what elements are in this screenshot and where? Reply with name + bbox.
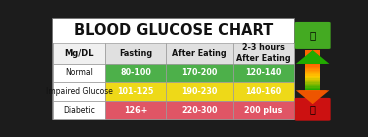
FancyBboxPatch shape [53, 19, 294, 43]
FancyBboxPatch shape [105, 43, 166, 64]
FancyBboxPatch shape [105, 101, 166, 119]
Text: 140-160: 140-160 [245, 87, 282, 96]
Bar [305, 84, 320, 91]
Bar [305, 65, 320, 67]
Bar [305, 73, 320, 74]
Bar [305, 89, 320, 90]
FancyBboxPatch shape [166, 64, 233, 82]
FancyBboxPatch shape [105, 82, 166, 101]
FancyBboxPatch shape [53, 43, 105, 64]
Bar [305, 66, 320, 68]
Text: 80-100: 80-100 [120, 68, 151, 77]
Text: Mg/DL: Mg/DL [64, 49, 94, 58]
Text: Normal: Normal [65, 68, 93, 77]
Bar [305, 85, 320, 86]
Text: 120-140: 120-140 [245, 68, 282, 77]
Text: 200 plus: 200 plus [244, 105, 283, 115]
Bar [305, 72, 320, 73]
Text: 👍: 👍 [309, 30, 316, 40]
Bar [305, 81, 320, 82]
FancyBboxPatch shape [166, 101, 233, 119]
Bar [305, 74, 320, 76]
FancyBboxPatch shape [233, 82, 294, 101]
FancyBboxPatch shape [166, 43, 233, 64]
Bar [305, 57, 320, 64]
FancyBboxPatch shape [53, 64, 105, 82]
Text: After Eating: After Eating [172, 49, 227, 58]
Polygon shape [298, 50, 327, 64]
Text: BLOOD GLUCOSE CHART: BLOOD GLUCOSE CHART [74, 23, 273, 38]
FancyBboxPatch shape [295, 22, 330, 49]
Bar [305, 70, 320, 72]
FancyBboxPatch shape [105, 64, 166, 82]
Text: 220-300: 220-300 [181, 105, 218, 115]
Text: 101-125: 101-125 [117, 87, 154, 96]
FancyBboxPatch shape [233, 43, 294, 64]
Bar [305, 68, 320, 69]
Bar [305, 77, 320, 78]
Bar [305, 69, 320, 71]
Bar [305, 70, 320, 77]
FancyBboxPatch shape [53, 82, 105, 101]
Bar [305, 97, 320, 104]
Bar [305, 79, 320, 81]
Bar [305, 83, 320, 85]
FancyBboxPatch shape [295, 98, 330, 121]
Polygon shape [298, 90, 327, 104]
Text: 2-3 hours
After Eating: 2-3 hours After Eating [236, 43, 291, 63]
FancyBboxPatch shape [233, 101, 294, 119]
Bar [305, 50, 320, 57]
Text: Diabetic: Diabetic [63, 105, 95, 115]
Bar [305, 86, 320, 88]
Bar [305, 87, 320, 89]
Bar [305, 64, 320, 65]
Text: 190-230: 190-230 [181, 87, 218, 96]
Text: 170-200: 170-200 [181, 68, 218, 77]
Bar [305, 78, 320, 80]
Bar [305, 63, 320, 70]
FancyBboxPatch shape [53, 19, 294, 119]
Bar [305, 75, 320, 77]
Text: Fasting: Fasting [119, 49, 152, 58]
FancyBboxPatch shape [233, 64, 294, 82]
Text: 126+: 126+ [124, 105, 147, 115]
Bar [305, 90, 320, 97]
FancyBboxPatch shape [53, 101, 105, 119]
Bar [305, 77, 320, 84]
Polygon shape [296, 90, 329, 104]
Text: Impaired Glucose: Impaired Glucose [46, 87, 113, 96]
FancyBboxPatch shape [166, 82, 233, 101]
Bar [305, 82, 320, 84]
Polygon shape [296, 50, 329, 64]
Text: 👎: 👎 [310, 104, 316, 114]
